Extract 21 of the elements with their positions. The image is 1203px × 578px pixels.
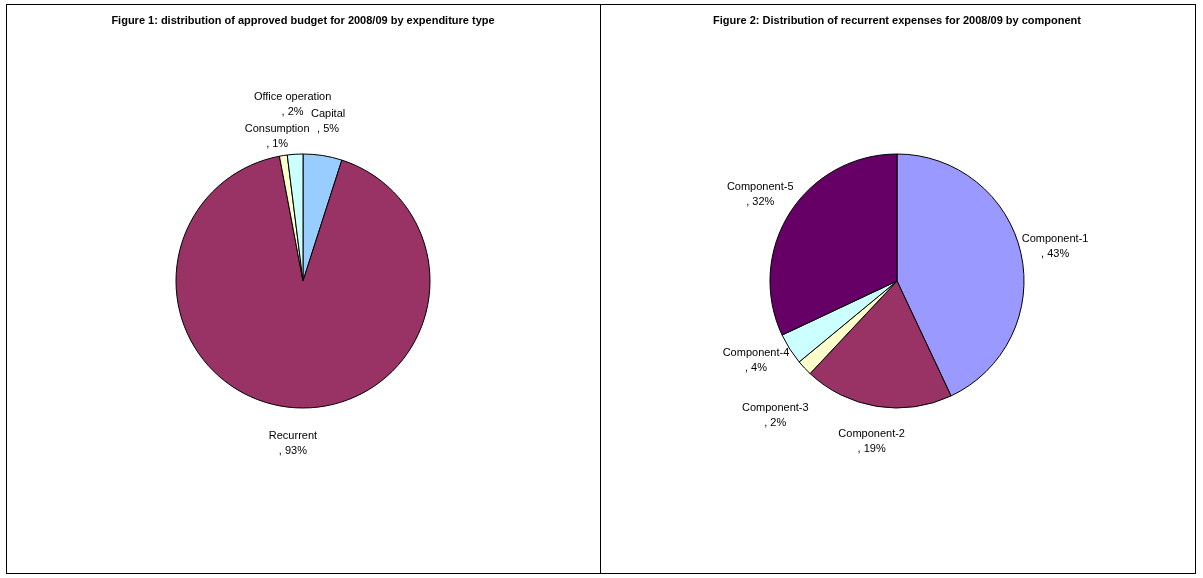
chart-title: Figure 2: Distribution of recurrent expenses for 2008/09 by component (713, 14, 1082, 26)
slice-label: Consumption (244, 122, 310, 135)
slice-label: Capital (310, 106, 346, 119)
data-label: , 5% (317, 121, 340, 134)
data-label: , 1% (266, 137, 289, 150)
slice-label: Component-4 (722, 346, 790, 359)
slice-label: Component-1 (1021, 231, 1089, 244)
chart-title: Figure 1: distribution of approved budget for 2008/09 by expenditure type (111, 14, 495, 26)
data-label: , 19% (857, 442, 886, 455)
slice-label: Component-3 (741, 401, 809, 414)
data-label: , 43% (1041, 246, 1070, 259)
data-label: , 2% (281, 105, 304, 118)
slice-label: Recurrent (268, 428, 318, 441)
data-label: , 2% (764, 416, 787, 429)
data-label: , 93% (278, 443, 308, 456)
data-label: , 32% (746, 195, 775, 208)
slice-label: Component-2 (838, 427, 905, 440)
pie-slice (175, 155, 431, 409)
slice-label: Office operation (253, 90, 332, 103)
data-label: , 4% (744, 361, 768, 374)
slice-label: Component-5 (726, 180, 794, 193)
